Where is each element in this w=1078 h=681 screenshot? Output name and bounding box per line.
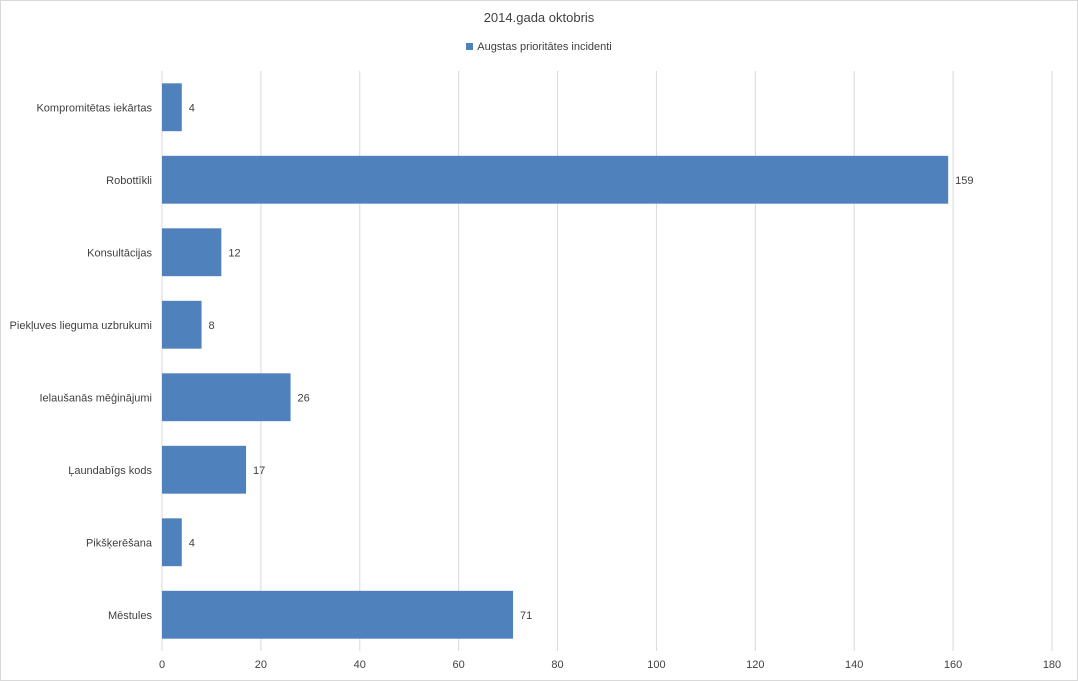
category-label: Pikšķerēšana [86,537,153,549]
x-tick-label: 40 [354,659,366,671]
x-tick-label: 20 [255,659,267,671]
category-label: Kompromitētas iekārtas [36,102,152,114]
x-tick-label: 100 [647,659,665,671]
bar [162,445,247,494]
chart-legend: Augstas prioritātes incidenti [0,41,1078,53]
legend-label: Augstas prioritātes incidenti [477,41,612,53]
data-label: 26 [298,392,310,404]
bar [162,155,949,204]
bar [162,228,222,277]
data-label: 4 [189,102,195,114]
category-label: Ielaušanās mēģinājumi [39,391,152,404]
chart-title: 2014.gada oktobris [483,10,595,25]
data-label: 159 [955,175,973,187]
data-label: 12 [228,247,240,259]
x-tick-label: 140 [845,659,863,671]
category-label: Robottīkli [106,175,152,187]
category-label: Piekļuves lieguma uzbrukumi [10,320,152,332]
x-tick-label: 180 [1043,659,1061,671]
bar [162,83,182,132]
bar [162,373,291,422]
category-label: Konsultācijas [87,247,152,259]
x-tick-label: 80 [551,659,563,671]
category-label: Ļaundabīgs kods [68,465,152,477]
bar [162,590,514,639]
legend-swatch [466,43,474,50]
data-label: 8 [209,320,215,332]
data-label: 4 [189,537,195,549]
bar [162,518,182,567]
bar [162,300,202,349]
x-tick-label: 0 [159,659,165,671]
x-tick-label: 160 [944,659,962,671]
x-tick-label: 120 [746,659,764,671]
category-label: Mēstules [108,610,153,622]
x-tick-label: 60 [453,659,465,671]
data-label: 17 [253,465,265,477]
data-label: 71 [520,610,532,622]
